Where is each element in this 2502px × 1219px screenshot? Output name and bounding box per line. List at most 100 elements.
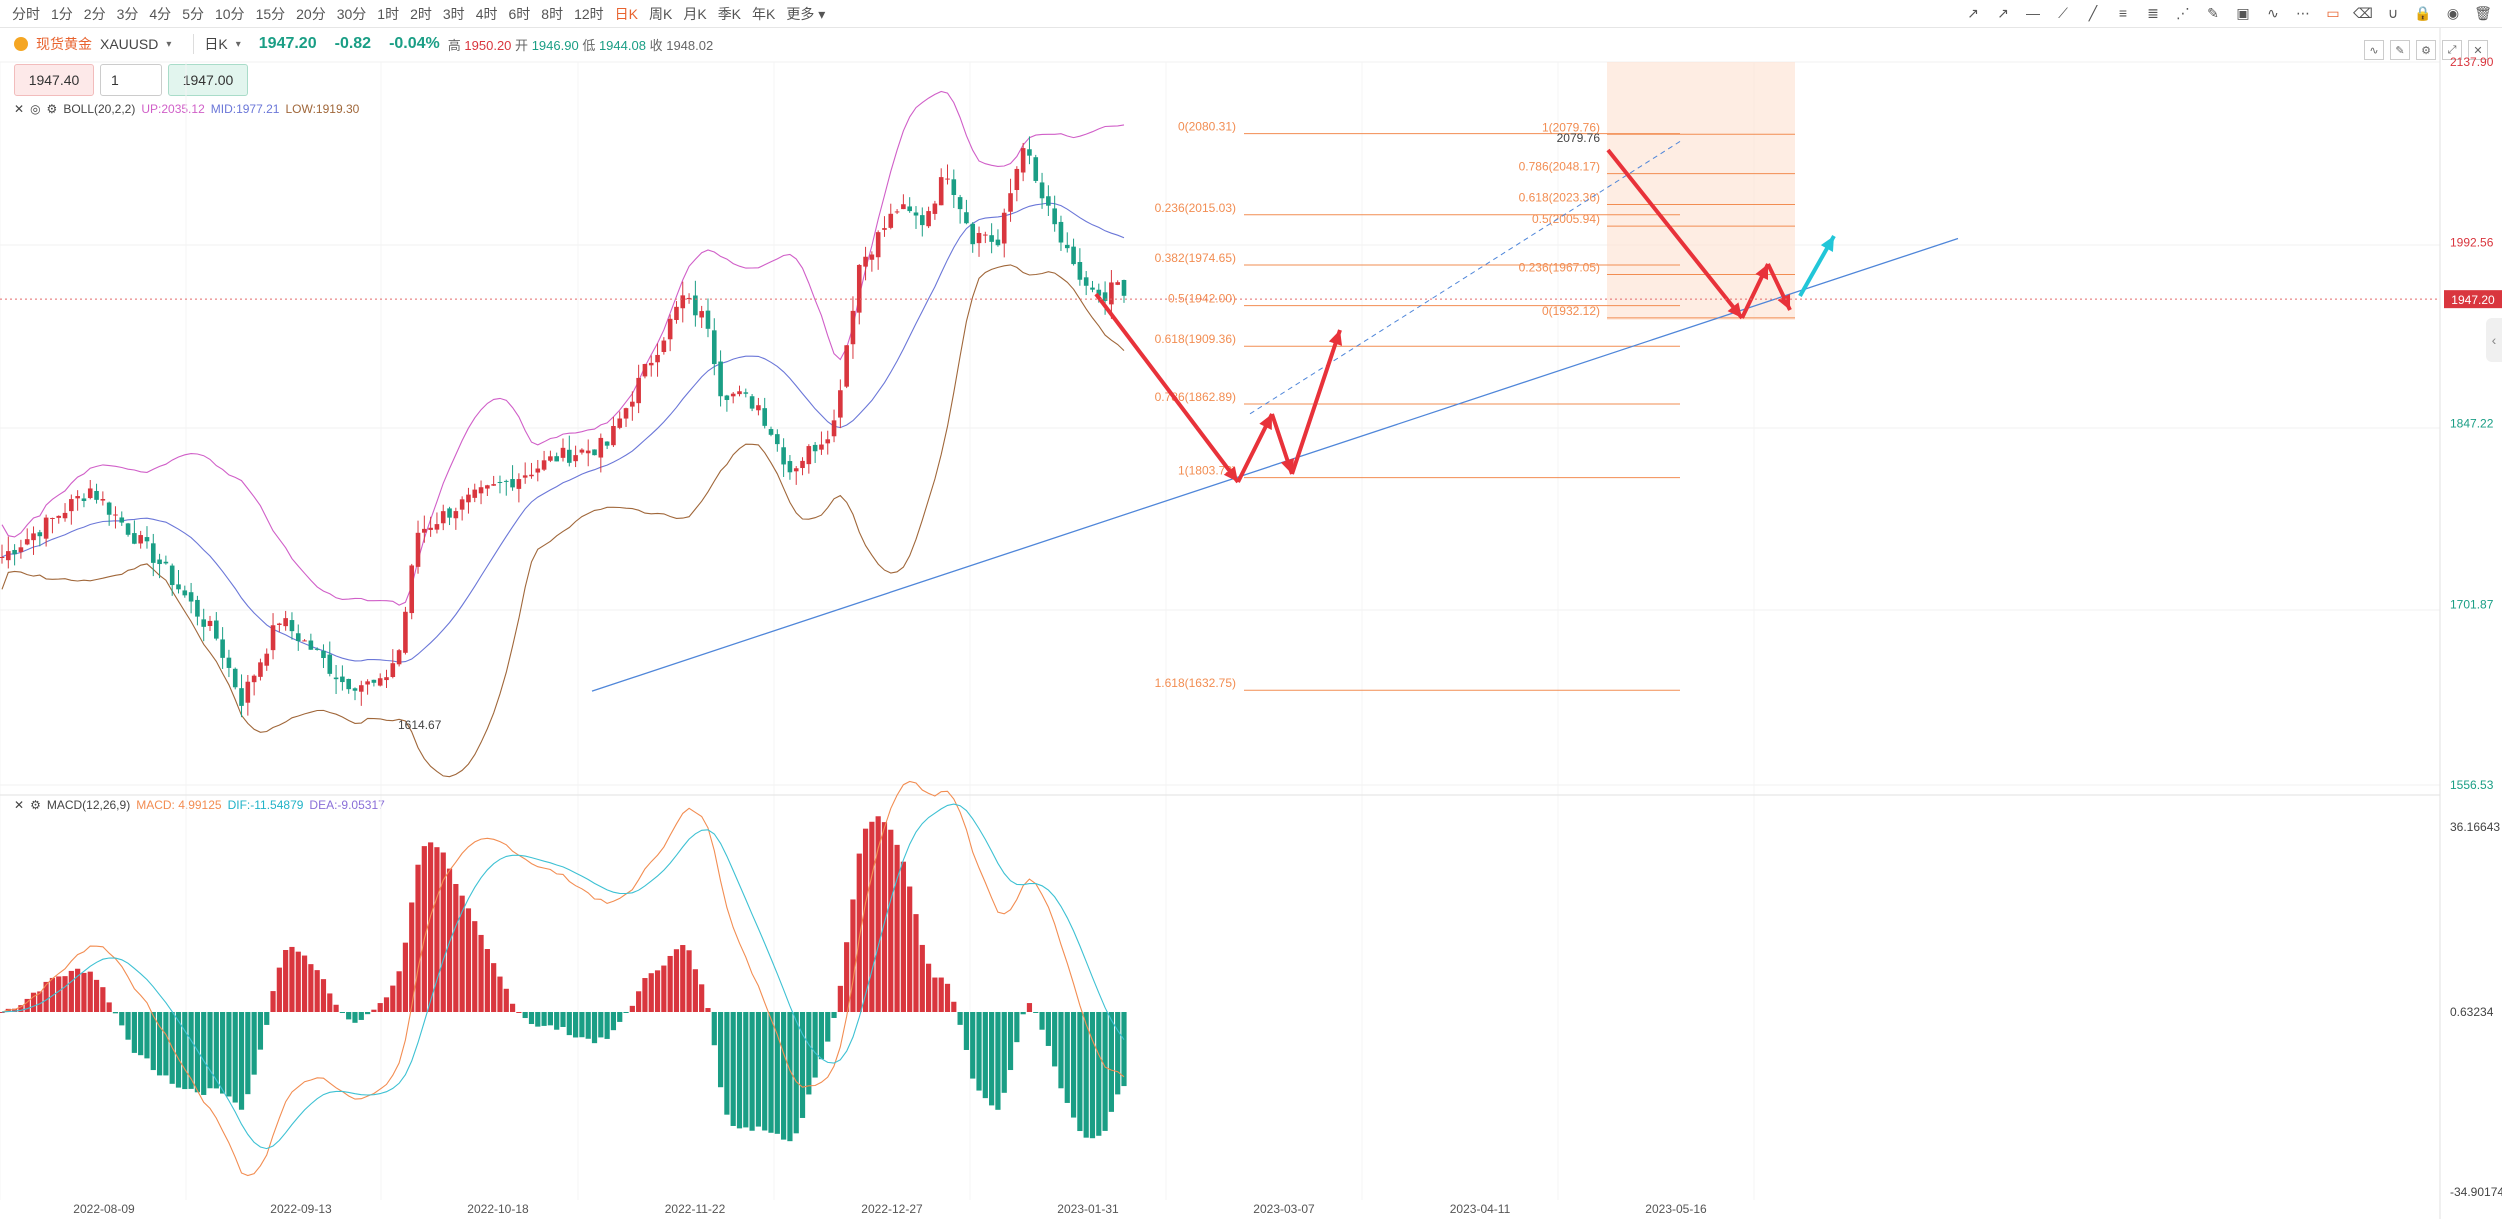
tab-period-4[interactable]: 4分	[149, 5, 172, 22]
tab-period-18[interactable]: 周K	[649, 5, 673, 22]
wave-arrow-down-4-head	[1777, 294, 1791, 310]
tab-period-15[interactable]: 8时	[541, 5, 564, 22]
candle	[535, 468, 541, 473]
candle	[340, 676, 345, 683]
brush-icon[interactable]: ✎	[2207, 4, 2219, 21]
tab-period-20[interactable]: 季K	[717, 5, 742, 22]
macd-bar	[270, 991, 276, 1012]
candle	[56, 515, 62, 518]
macd-bar	[799, 1012, 806, 1118]
candle	[1102, 292, 1108, 301]
macd-bar	[150, 1012, 156, 1071]
close-icon[interactable]: ✕	[2468, 40, 2488, 60]
fan-icon[interactable]: ⋰	[2176, 4, 2190, 21]
tab-period-12[interactable]: 3时	[442, 5, 465, 22]
close-icon[interactable]: ✕	[14, 798, 25, 812]
tab-period-5[interactable]: 5分	[182, 5, 204, 22]
candle	[1052, 208, 1057, 225]
candle	[592, 449, 597, 456]
ray-icon[interactable]: ↗	[1967, 4, 1979, 21]
indicator-icon[interactable]: ∿	[2364, 40, 2384, 60]
eraser-icon[interactable]: ⌫	[2353, 4, 2373, 21]
tab-period-13[interactable]: 4时	[475, 5, 498, 22]
candle	[907, 206, 912, 212]
candle	[756, 405, 761, 411]
candle	[1083, 277, 1089, 286]
symbol-name[interactable]: 现货黄金	[36, 36, 92, 52]
tab-period-11[interactable]: 2时	[410, 5, 432, 22]
x-axis-label: 2022-09-13	[270, 1202, 332, 1216]
macd-bar	[1052, 1012, 1058, 1067]
macd-bar	[617, 1012, 623, 1022]
candle	[37, 532, 43, 537]
candle	[163, 561, 169, 564]
candle	[630, 401, 635, 407]
image-icon[interactable]: ▣	[2236, 4, 2250, 21]
tab-period-7[interactable]: 15分	[255, 5, 286, 22]
tab-period-19[interactable]: 月K	[683, 5, 707, 22]
symbol-code[interactable]: XAUUSD	[100, 36, 159, 52]
macd-bar	[314, 970, 320, 1012]
tab-period-2[interactable]: 2分	[83, 5, 106, 22]
fib-recent-label: 0(1932.12)	[1542, 304, 1600, 318]
side-panel-toggle[interactable]: ‹	[2486, 318, 2502, 362]
sell-button[interactable]: 1947.40	[14, 64, 94, 96]
arrow-line-icon[interactable]: ↗	[1997, 4, 2009, 21]
macd-bar	[913, 914, 919, 1012]
buy-button[interactable]: 1947.00	[168, 64, 248, 96]
settings-icon[interactable]: ⚙	[30, 798, 41, 812]
tab-period-0[interactable]: 分时	[12, 5, 40, 22]
dif-line	[1, 780, 1125, 1177]
horizontal-line-icon[interactable]: —	[2026, 5, 2040, 21]
macd-bar	[453, 883, 459, 1012]
close-icon[interactable]: ✕	[14, 102, 25, 116]
more-tools-icon[interactable]: ⋯	[2296, 4, 2310, 21]
magnet-icon[interactable]: ∪	[2387, 4, 2399, 21]
trend-line-icon[interactable]: ⟋	[2058, 4, 2068, 21]
fib-icon[interactable]: ≣	[2147, 4, 2159, 21]
segment-icon[interactable]: ╱	[2088, 4, 2098, 21]
trash-icon[interactable]: 🗑	[2474, 4, 2492, 21]
settings-icon[interactable]: ⚙	[46, 102, 58, 116]
macd-bar	[629, 1005, 635, 1012]
more-periods-button[interactable]: 更多 ▾	[786, 5, 826, 22]
candle	[472, 489, 478, 498]
macd-bar	[881, 822, 888, 1012]
tab-period-21[interactable]: 年K	[752, 5, 776, 22]
tab-period-14[interactable]: 6时	[508, 5, 531, 22]
macd-bar	[907, 886, 913, 1012]
chevron-down-icon[interactable]: ▾	[235, 38, 241, 50]
candle	[1121, 279, 1127, 296]
lock-icon[interactable]: 🔒	[2414, 4, 2432, 21]
candle	[831, 420, 837, 437]
wave-arrow-down-1	[1094, 292, 1240, 484]
quantity-stepper[interactable]: 1	[100, 64, 162, 96]
tab-period-16[interactable]: 12时	[574, 5, 604, 22]
candle	[302, 640, 307, 642]
tab-period-8[interactable]: 20分	[296, 5, 326, 22]
tab-period-1[interactable]: 1分	[51, 5, 73, 22]
period-select[interactable]: 日K	[193, 34, 228, 54]
settings-icon[interactable]: ⚙	[2416, 40, 2436, 60]
eye-icon[interactable]: ◉	[2446, 4, 2460, 21]
tab-period-3[interactable]: 3分	[116, 5, 139, 22]
macd-bar	[264, 1012, 270, 1025]
channel-icon[interactable]: ≡	[2118, 5, 2128, 21]
rect-icon[interactable]: ▭	[2326, 4, 2340, 21]
tab-period-10[interactable]: 1时	[377, 5, 400, 22]
candle	[964, 212, 969, 224]
edit-icon[interactable]: ✎	[2390, 40, 2410, 60]
boll-upper-line	[1, 90, 1125, 606]
tab-period-9[interactable]: 30分	[336, 5, 367, 22]
macd-bar	[24, 998, 30, 1012]
tab-period-17[interactable]: 日K	[614, 5, 638, 22]
chevron-down-icon[interactable]: ▾	[166, 38, 172, 50]
eye-icon[interactable]: ◎	[30, 102, 41, 116]
macd-bar	[81, 972, 87, 1012]
macd-bar	[93, 979, 100, 1012]
wave-icon[interactable]: ∿	[2267, 4, 2279, 21]
fullscreen-icon[interactable]: ⤢	[2442, 40, 2462, 60]
tab-period-6[interactable]: 10分	[214, 5, 245, 22]
candle	[188, 592, 194, 602]
